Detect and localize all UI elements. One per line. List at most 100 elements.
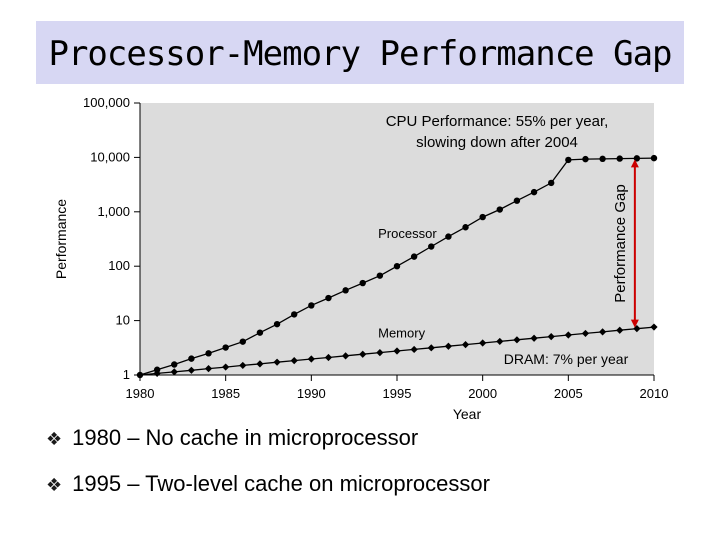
processor-point	[616, 155, 623, 162]
memory-point	[273, 358, 281, 366]
memory-point	[170, 368, 178, 376]
x-tick-label: 1980	[126, 386, 155, 401]
processor-point	[188, 355, 195, 362]
memory-point	[427, 344, 435, 352]
y-tick-label: 1,000	[97, 204, 130, 219]
memory-point	[633, 325, 641, 333]
processor-point	[359, 279, 366, 287]
memory-point	[376, 349, 384, 357]
processor-point	[153, 366, 161, 373]
processor-point	[222, 344, 229, 351]
processor-point	[650, 154, 658, 162]
bullet-item: ❖ 1980 – No cache in microprocessor	[46, 424, 490, 470]
y-tick-label: 100,000	[83, 95, 130, 110]
x-tick-label: 2010	[640, 386, 669, 401]
memory-point	[153, 369, 161, 378]
memory-point	[256, 360, 264, 368]
memory-point	[581, 329, 590, 338]
title-banner: Processor-Memory Performance Gap	[36, 21, 684, 84]
processor-point	[376, 272, 384, 279]
processor-point	[393, 263, 401, 270]
diamond-bullet-icon: ❖	[46, 475, 63, 496]
memory-point	[393, 347, 401, 355]
processor-point	[582, 155, 589, 163]
y-tick-label: 10	[116, 313, 130, 328]
memory-point	[239, 361, 247, 370]
memory-point	[496, 337, 504, 346]
y-tick-label: 1	[123, 367, 130, 382]
processor-point	[410, 253, 418, 260]
annotation-layer: Processor Memory CPU Performance: 55% per …	[378, 113, 639, 367]
series-label-processor: Processor	[378, 226, 437, 241]
y-axis-title: Performance	[53, 199, 69, 279]
processor-point	[599, 155, 606, 163]
processor-point	[445, 233, 452, 240]
processor-point	[479, 213, 486, 221]
processor-point	[428, 243, 435, 250]
gap-label: Performance Gap	[612, 184, 629, 302]
cpu-note-line: CPU Performance: 55% per year,	[386, 113, 609, 130]
memory-point	[136, 371, 144, 379]
memory-point	[479, 339, 487, 347]
memory-point	[222, 363, 230, 371]
memory-point	[530, 334, 538, 342]
processor-point	[530, 188, 538, 196]
x-axis: 1980 1985 1990 1995 2000 2005 2010	[126, 374, 669, 401]
processor-point	[291, 311, 298, 318]
processor-point	[256, 329, 264, 336]
bullet-item: ❖ 1995 – Two-level cache on microprocesso…	[46, 470, 490, 516]
x-tick-label: 1985	[211, 386, 240, 401]
x-tick-label: 1995	[383, 386, 412, 401]
diamond-bullet-icon: ❖	[46, 429, 63, 450]
gap-arrow-head-top	[630, 159, 639, 168]
processor-point	[325, 294, 332, 302]
processor-point	[513, 197, 521, 204]
memory-point	[616, 326, 624, 334]
processor-point	[205, 350, 212, 357]
bullet-text: 1980 – No cache in microprocessor	[72, 425, 419, 450]
series-memory	[136, 323, 658, 379]
memory-point	[204, 365, 213, 373]
memory-point	[650, 323, 658, 331]
memory-point	[324, 353, 333, 362]
x-axis-title: Year	[453, 406, 482, 422]
y-tick-label: 100	[108, 258, 130, 273]
x-tick-label: 2005	[554, 386, 583, 401]
x-tick-label: 1990	[297, 386, 326, 401]
x-tick-label: 2000	[468, 386, 497, 401]
memory-point	[599, 328, 607, 336]
slide-title: Processor-Memory Performance Gap	[48, 34, 672, 74]
memory-point	[564, 331, 572, 339]
memory-point	[342, 352, 350, 360]
cpu-note-line: slowing down after 2004	[416, 134, 578, 151]
gap-arrow-head-bottom	[630, 319, 639, 328]
plot-area	[140, 103, 654, 375]
processor-point	[462, 224, 469, 231]
memory-point	[444, 342, 452, 350]
memory-point	[290, 356, 298, 365]
processor-point	[548, 179, 555, 187]
series-layer	[136, 154, 658, 379]
bullet-text: 1995 – Two-level cache on microprocessor	[72, 471, 490, 496]
memory-point	[410, 345, 418, 354]
memory-point	[307, 355, 315, 363]
bullet-list: ❖ 1980 – No cache in microprocessor ❖ 1995…	[46, 424, 490, 516]
processor-point	[239, 338, 246, 345]
memory-point	[513, 336, 521, 344]
y-tick-label: 10,000	[90, 149, 130, 164]
memory-point	[461, 341, 470, 349]
processor-point	[565, 156, 572, 164]
memory-point	[187, 366, 195, 374]
dram-note: DRAM: 7% per year	[504, 351, 629, 367]
processor-point	[633, 155, 641, 162]
memory-point	[359, 350, 367, 358]
series-label-memory: Memory	[378, 325, 425, 340]
processor-point	[273, 320, 281, 328]
y-axis: 1 10 100 1,000 10,000 100,000	[83, 95, 141, 382]
processor-point	[342, 287, 349, 294]
memory-point	[547, 333, 555, 341]
processor-point	[308, 302, 315, 309]
processor-point	[171, 361, 178, 368]
processor-point	[496, 206, 503, 213]
